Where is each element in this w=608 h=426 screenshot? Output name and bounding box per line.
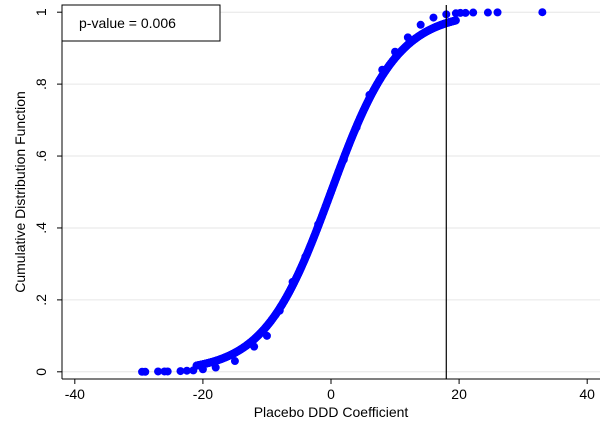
data-point xyxy=(416,20,425,29)
data-point xyxy=(461,8,470,17)
x-tick-label: 0 xyxy=(327,386,335,402)
data-point xyxy=(230,357,239,366)
data-point xyxy=(451,16,460,25)
x-axis-title: Placebo DDD Coefficient xyxy=(254,404,409,420)
data-point xyxy=(141,367,150,376)
data-points xyxy=(138,8,547,376)
x-tick-label: -40 xyxy=(65,386,85,402)
data-point xyxy=(176,367,185,376)
annotation-box xyxy=(61,4,221,42)
x-tick-label: 40 xyxy=(579,386,595,402)
y-tick-label: .6 xyxy=(33,150,49,162)
x-axis-ticks: -40 -20 0 20 40 xyxy=(65,379,595,402)
p-value-annotation: p-value = 0.006 xyxy=(61,4,221,42)
y-tick-label: .8 xyxy=(33,78,49,90)
y-tick-label: 0 xyxy=(33,368,49,376)
y-tick-label: .2 xyxy=(33,294,49,306)
x-tick-label: -20 xyxy=(193,386,213,402)
y-axis-title: Cumulative Distribution Function xyxy=(12,91,28,293)
data-point xyxy=(182,366,191,375)
data-point xyxy=(483,8,492,17)
data-point xyxy=(469,8,478,17)
data-point xyxy=(163,367,172,376)
y-tick-label: 1 xyxy=(33,8,49,16)
data-point xyxy=(154,367,163,376)
y-axis-ticks: 0 .2 .4 .6 .8 1 xyxy=(33,8,62,376)
data-point xyxy=(538,8,547,17)
x-tick-label: 20 xyxy=(451,386,467,402)
y-tick-label: .4 xyxy=(33,222,49,234)
data-point xyxy=(429,13,438,22)
annotation-text: p-value = 0.006 xyxy=(79,15,176,31)
data-point xyxy=(493,8,502,17)
